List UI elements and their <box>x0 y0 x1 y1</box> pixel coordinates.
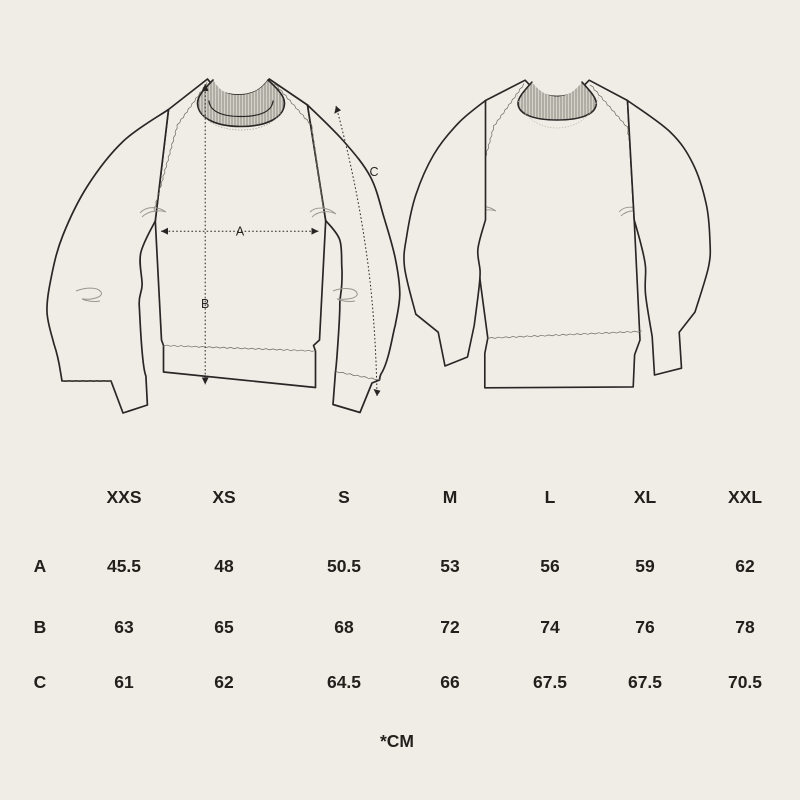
svg-text:67.5: 67.5 <box>533 672 567 692</box>
svg-text:62: 62 <box>735 556 755 576</box>
svg-text:78: 78 <box>735 617 755 637</box>
svg-text:67.5: 67.5 <box>628 672 662 692</box>
svg-text:M: M <box>443 487 458 507</box>
svg-text:72: 72 <box>440 617 460 637</box>
svg-text:XS: XS <box>212 487 235 507</box>
svg-text:61: 61 <box>114 672 134 692</box>
svg-text:B: B <box>34 617 47 637</box>
svg-text:B: B <box>201 297 209 311</box>
svg-text:XL: XL <box>634 487 657 507</box>
svg-text:65: 65 <box>214 617 234 637</box>
svg-text:53: 53 <box>440 556 460 576</box>
svg-text:L: L <box>545 487 556 507</box>
svg-text:56: 56 <box>540 556 560 576</box>
svg-text:*CM: *CM <box>380 731 414 751</box>
svg-text:59: 59 <box>635 556 655 576</box>
svg-text:XXS: XXS <box>106 487 141 507</box>
svg-text:A: A <box>236 225 245 239</box>
svg-text:A: A <box>34 556 47 576</box>
svg-text:66: 66 <box>440 672 460 692</box>
svg-text:48: 48 <box>214 556 234 576</box>
svg-text:74: 74 <box>540 617 560 637</box>
svg-text:50.5: 50.5 <box>327 556 361 576</box>
svg-text:64.5: 64.5 <box>327 672 361 692</box>
svg-text:S: S <box>338 487 350 507</box>
svg-text:63: 63 <box>114 617 134 637</box>
svg-text:C: C <box>34 672 47 692</box>
svg-text:C: C <box>369 165 378 179</box>
svg-text:70.5: 70.5 <box>728 672 762 692</box>
svg-text:62: 62 <box>214 672 234 692</box>
svg-text:76: 76 <box>635 617 655 637</box>
svg-text:68: 68 <box>334 617 354 637</box>
svg-text:45.5: 45.5 <box>107 556 141 576</box>
svg-text:XXL: XXL <box>728 487 762 507</box>
